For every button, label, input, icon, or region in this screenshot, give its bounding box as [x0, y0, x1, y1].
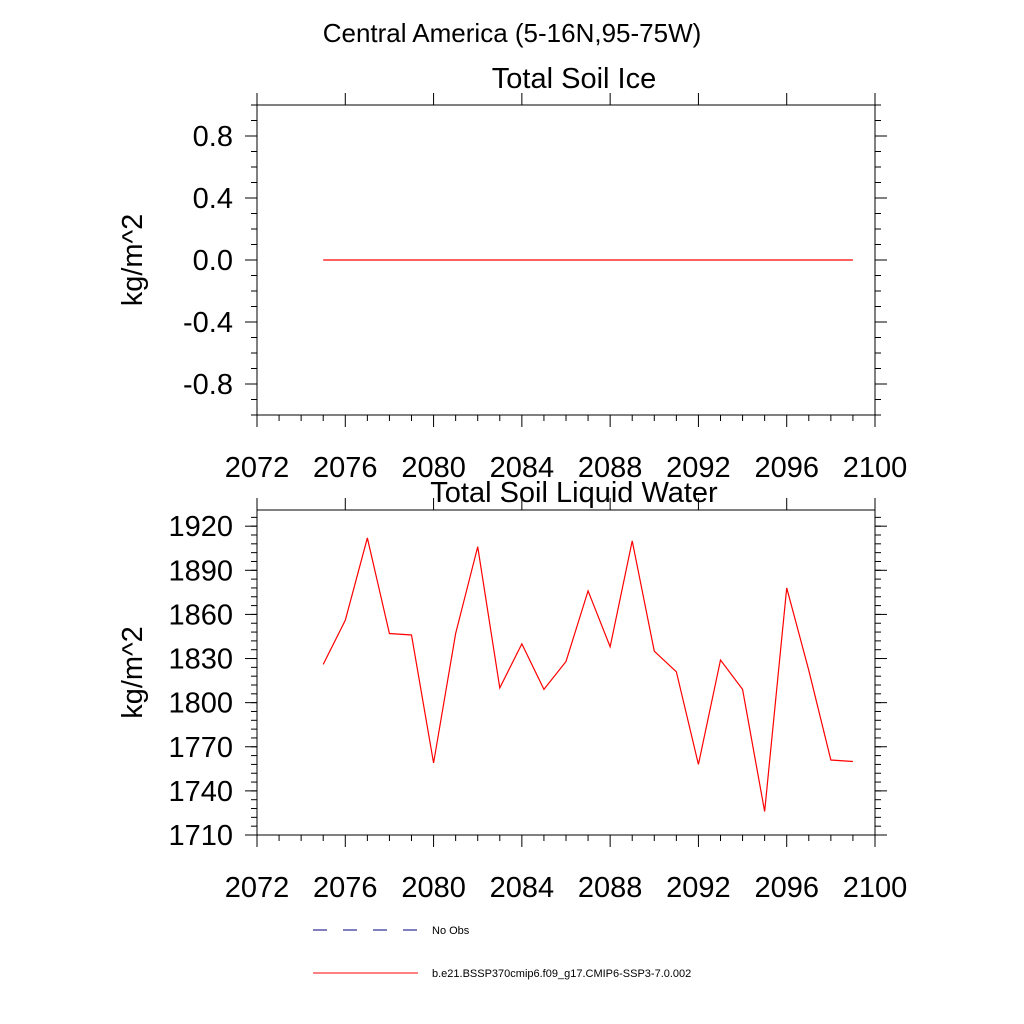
x-tick-label-2072: 2072 — [225, 452, 290, 484]
x-tick-label-2100: 2100 — [843, 452, 908, 484]
x-tick-label-2080: 2080 — [401, 452, 466, 484]
y-tick-label-0-4: -0.4 — [183, 307, 233, 339]
page-title: Central America (5-16N,95-75W) — [323, 18, 702, 48]
x-tick-label-2084: 2084 — [490, 452, 555, 484]
x-tick-label-2096: 2096 — [754, 872, 819, 904]
y-tick-label-0-0: 0.0 — [193, 245, 233, 277]
x-tick-label-2092: 2092 — [666, 452, 731, 484]
y-axis-label: kg/m^2 — [117, 626, 149, 719]
y-tick-label-0-8: -0.8 — [183, 369, 233, 401]
x-tick-label-2092: 2092 — [666, 872, 731, 904]
series-line-b-e21-bssp370cmip6-f09-g17-cmip6-ssp3-7-0-002 — [322, 537, 853, 812]
legend-item-model-run: b.e21.BSSP370cmip6.f09_g17.CMIP6-SSP3-7.… — [313, 968, 691, 980]
y-tick-label-1920: 1920 — [168, 511, 233, 543]
legend: No Obs b.e21.BSSP370cmip6.f09_g17.CMIP6-… — [313, 925, 691, 980]
y-axis-label: kg/m^2 — [117, 214, 149, 307]
legend-label-model-run: b.e21.BSSP370cmip6.f09_g17.CMIP6-SSP3-7.… — [432, 968, 691, 980]
plot-frame — [256, 509, 876, 836]
y-tick-label-1740: 1740 — [168, 776, 233, 808]
y-tick-label-1890: 1890 — [168, 555, 233, 587]
chart-title: Total Soil Ice — [492, 63, 656, 95]
x-tick-label-2076: 2076 — [313, 452, 378, 484]
y-tick-label-0-8: 0.8 — [193, 121, 233, 153]
x-tick-label-2076: 2076 — [313, 872, 378, 904]
legend-label-no-obs: No Obs — [432, 925, 470, 937]
x-tick-label-2100: 2100 — [843, 872, 908, 904]
y-tick-label-1830: 1830 — [168, 644, 233, 676]
x-tick-label-2096: 2096 — [754, 452, 819, 484]
x-tick-label-2088: 2088 — [578, 872, 643, 904]
y-tick-label-1710: 1710 — [168, 820, 233, 852]
y-tick-label-1770: 1770 — [168, 732, 233, 764]
x-tick-label-2080: 2080 — [401, 872, 466, 904]
chart-panel-soil-liquid-water: Total Soil Liquid Water kg/m^2 2072 2076 208… — [117, 477, 907, 904]
y-tick-label-1800: 1800 — [168, 688, 233, 720]
x-tick-label-2084: 2084 — [490, 872, 555, 904]
legend-item-no-obs: No Obs — [313, 925, 470, 937]
chart-panel-soil-ice: Total Soil Ice kg/m^2 2072 2076 2080 2084 2088… — [117, 63, 907, 484]
y-tick-label-0-4: 0.4 — [193, 183, 233, 215]
y-tick-label-1860: 1860 — [168, 599, 233, 631]
chart-title: Total Soil Liquid Water — [430, 477, 718, 509]
x-tick-label-2072: 2072 — [225, 872, 290, 904]
x-tick-label-2088: 2088 — [578, 452, 643, 484]
